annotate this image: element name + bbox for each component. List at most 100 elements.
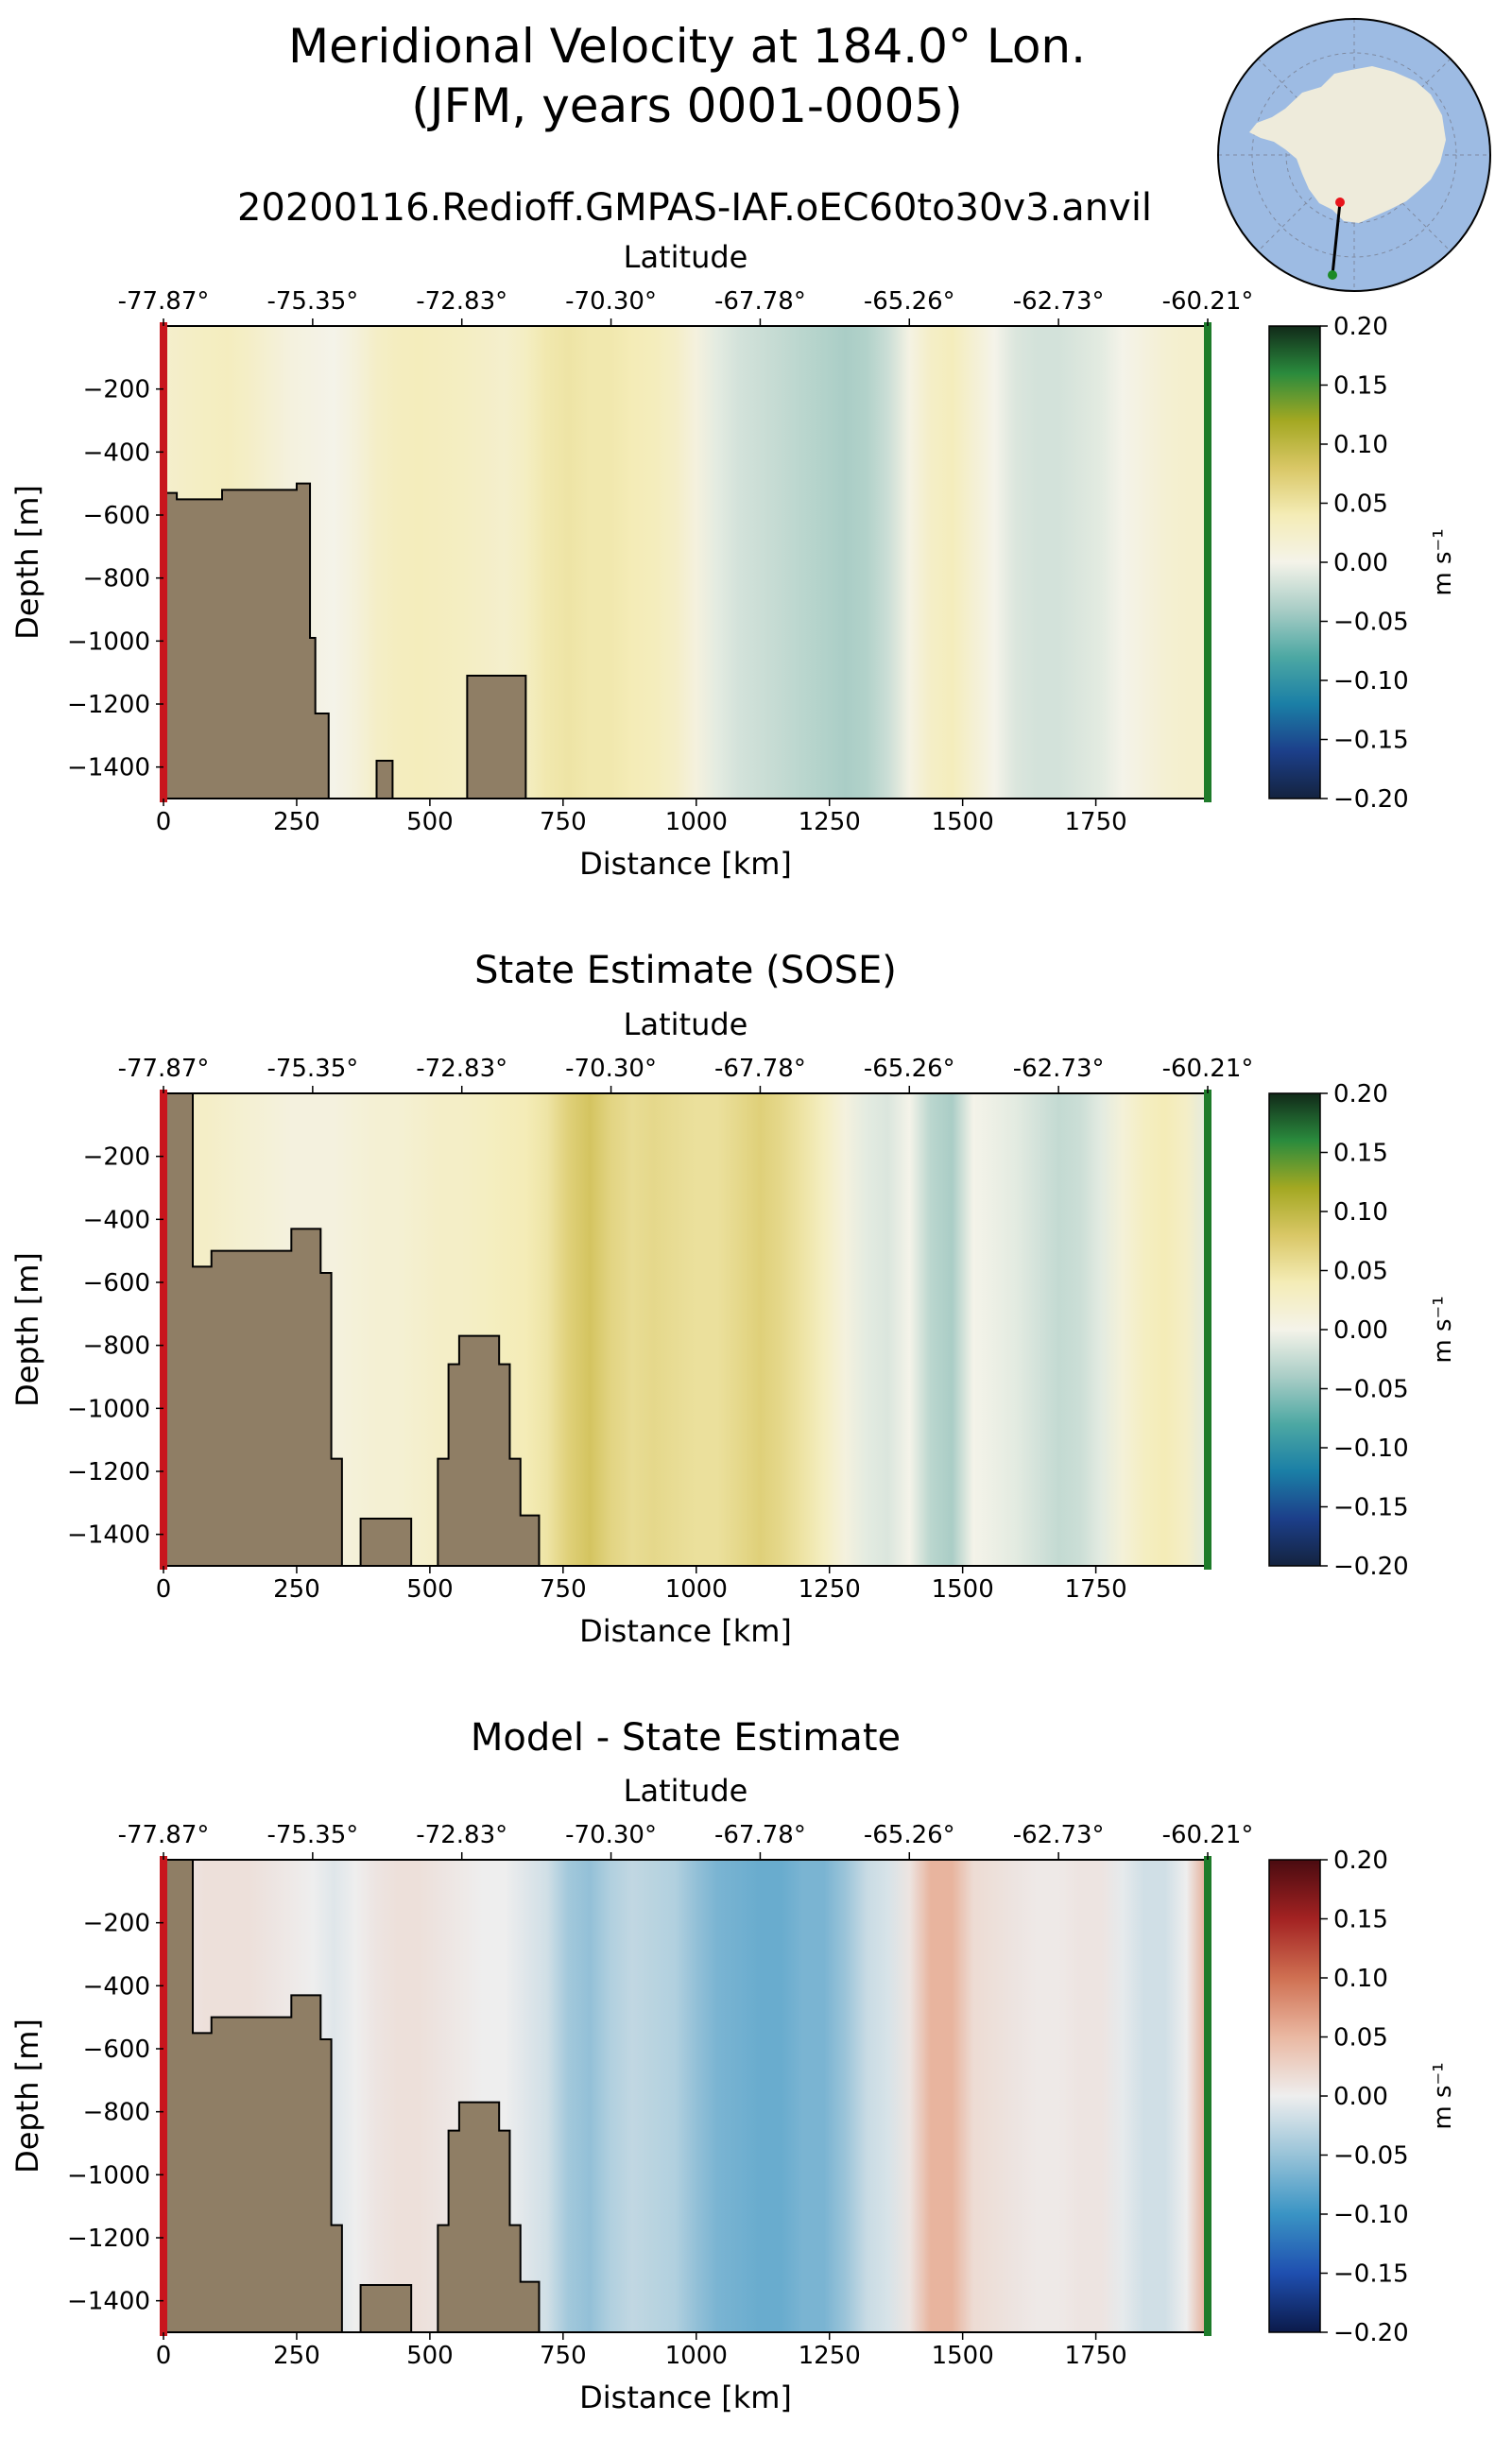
y-axis-label: Depth [m] <box>9 485 45 640</box>
top-axis-label: Latitude <box>624 239 748 275</box>
colorbar-tick-label: 0.15 <box>1333 1140 1388 1168</box>
lat-tick-label: -75.35° <box>266 1821 358 1849</box>
lat-tick-label: -65.26° <box>864 1821 955 1849</box>
lat-tick-label: -72.83° <box>416 287 507 316</box>
colorbar-tick-label: −0.15 <box>1333 2260 1409 2289</box>
lat-tick-label: -75.35° <box>266 287 358 316</box>
panel-model: 0 250 500 750 1000 1250 1500 1750 Distance [km] -… <box>9 239 1457 882</box>
lat-tick-label: -77.87° <box>118 1821 210 1849</box>
x-tick-label: 250 <box>273 1575 320 1604</box>
x-axis-label: Distance [km] <box>579 2380 792 2415</box>
lat-tick-label: -77.87° <box>118 1055 210 1083</box>
colorbar-tick-label: −0.10 <box>1333 2201 1409 2229</box>
colorbar-tick-label: 0.00 <box>1333 1316 1388 1345</box>
colorbar-label: m s⁻¹ <box>1429 528 1457 595</box>
lat-tick-label: -70.30° <box>565 287 657 316</box>
x-tick-label: 1750 <box>1065 808 1127 836</box>
lat-tick-label: -60.21° <box>1162 1055 1254 1083</box>
section-end-marker <box>1204 1090 1211 1570</box>
section-start-marker <box>160 1856 167 2336</box>
colorbar-tick-label: −0.05 <box>1333 2142 1409 2171</box>
x-tick-label: 1750 <box>1065 1575 1127 1604</box>
section-end-dot <box>1328 270 1337 280</box>
y-axis-label: Depth [m] <box>9 2019 45 2174</box>
y-tick-label: −800 <box>83 2099 150 2127</box>
y-tick-label: −1400 <box>67 1521 150 1550</box>
colorbar <box>1268 325 1321 799</box>
colorbar-tick-label: 0.15 <box>1333 372 1388 401</box>
x-tick-label: 0 <box>156 2342 172 2370</box>
colorbar-tick-label: −0.15 <box>1333 727 1409 755</box>
lat-tick-label: -65.26° <box>864 1055 955 1083</box>
colorbar-tick-label: −0.20 <box>1333 785 1409 814</box>
x-tick-label: 0 <box>156 808 172 836</box>
x-tick-label: 1500 <box>932 1575 994 1604</box>
antarctica-polar-map-icon <box>1217 18 1491 292</box>
section-start-marker <box>160 1090 167 1570</box>
top-axis-label: Latitude <box>624 1773 748 1809</box>
x-tick-label: 1250 <box>799 808 861 836</box>
panel-title: State Estimate (SOSE) <box>474 949 897 992</box>
y-tick-label: −400 <box>83 1206 150 1234</box>
colorbar-tick-label: −0.10 <box>1333 1435 1409 1463</box>
bathymetry <box>163 482 527 799</box>
x-tick-label: 500 <box>406 2342 454 2370</box>
x-tick-label: 1500 <box>932 808 994 836</box>
colorbar-tick-label: 0.10 <box>1333 1198 1388 1227</box>
lat-tick-label: -67.78° <box>714 1821 806 1849</box>
x-tick-label: 1250 <box>799 2342 861 2370</box>
colorbar-label: m s⁻¹ <box>1429 2062 1457 2129</box>
y-tick-label: −600 <box>83 2036 150 2064</box>
panel-sose: State Estimate (SOSE) 0 250 500 750 1000 1250 1… <box>9 949 1457 1649</box>
y-tick-label: −1400 <box>67 2288 150 2316</box>
y-tick-label: −400 <box>83 1972 150 2001</box>
x-tick-label: 1000 <box>665 2342 728 2370</box>
x-tick-label: 1000 <box>665 1575 728 1604</box>
map-border <box>1217 18 1491 292</box>
colorbar-tick-label: −0.05 <box>1333 609 1409 637</box>
lat-tick-label: -65.26° <box>864 287 955 316</box>
panels: 0 250 500 750 1000 1250 1500 1750 Distance [km] -… <box>9 239 1457 2415</box>
lat-tick-label: -70.30° <box>565 1821 657 1849</box>
section-end-marker <box>1204 322 1211 802</box>
colorbar-tick-label: 0.00 <box>1333 549 1388 577</box>
x-tick-label: 1250 <box>799 1575 861 1604</box>
colorbar-tick-label: 0.05 <box>1333 2024 1388 2053</box>
y-tick-label: −600 <box>83 502 150 530</box>
colorbar-tick-label: 0.20 <box>1333 313 1388 341</box>
y-tick-label: −200 <box>83 1143 150 1172</box>
x-tick-label: 750 <box>540 2342 587 2370</box>
figure-title-line1: Meridional Velocity at 184.0° Lon. <box>288 19 1086 74</box>
x-tick-label: 0 <box>156 1575 172 1604</box>
lat-tick-label: -60.21° <box>1162 1821 1254 1849</box>
colorbar-tick-label: −0.20 <box>1333 1553 1409 1581</box>
lat-tick-label: -62.73° <box>1013 1821 1105 1849</box>
colorbar-tick-label: 0.00 <box>1333 2083 1388 2111</box>
lat-tick-label: -75.35° <box>266 1055 358 1083</box>
colorbar-tick-label: 0.15 <box>1333 1906 1388 1934</box>
colorbar-tick-label: 0.10 <box>1333 431 1388 459</box>
x-tick-label: 500 <box>406 808 454 836</box>
lat-tick-label: -62.73° <box>1013 287 1105 316</box>
y-tick-label: −1200 <box>67 1458 150 1486</box>
colorbar-tick-label: −0.10 <box>1333 667 1409 696</box>
lat-tick-label: -67.78° <box>714 1055 806 1083</box>
lat-tick-label: -72.83° <box>416 1821 507 1849</box>
lat-tick-label: -72.83° <box>416 1055 507 1083</box>
panel-title: Model - State Estimate <box>471 1716 901 1760</box>
section-start-dot <box>1335 198 1345 207</box>
run-name: 20200116.Redioff.GMPAS-IAF.oEC60to30v3.a… <box>237 186 1152 230</box>
section-start-marker <box>160 322 167 802</box>
y-tick-label: −800 <box>83 565 150 593</box>
figure-title-line2: (JFM, years 0001-0005) <box>411 78 962 133</box>
colorbar-tick-label: −0.20 <box>1333 2319 1409 2347</box>
colorbar <box>1268 1859 1321 2333</box>
antarctica-continent <box>1249 66 1446 223</box>
x-tick-label: 500 <box>406 1575 454 1604</box>
field-shading <box>163 326 1208 799</box>
y-tick-label: −800 <box>83 1332 150 1361</box>
colorbar-tick-label: 0.05 <box>1333 490 1388 519</box>
section-line <box>1331 201 1342 276</box>
lat-tick-label: -67.78° <box>714 287 806 316</box>
x-tick-label: 1750 <box>1065 2342 1127 2370</box>
